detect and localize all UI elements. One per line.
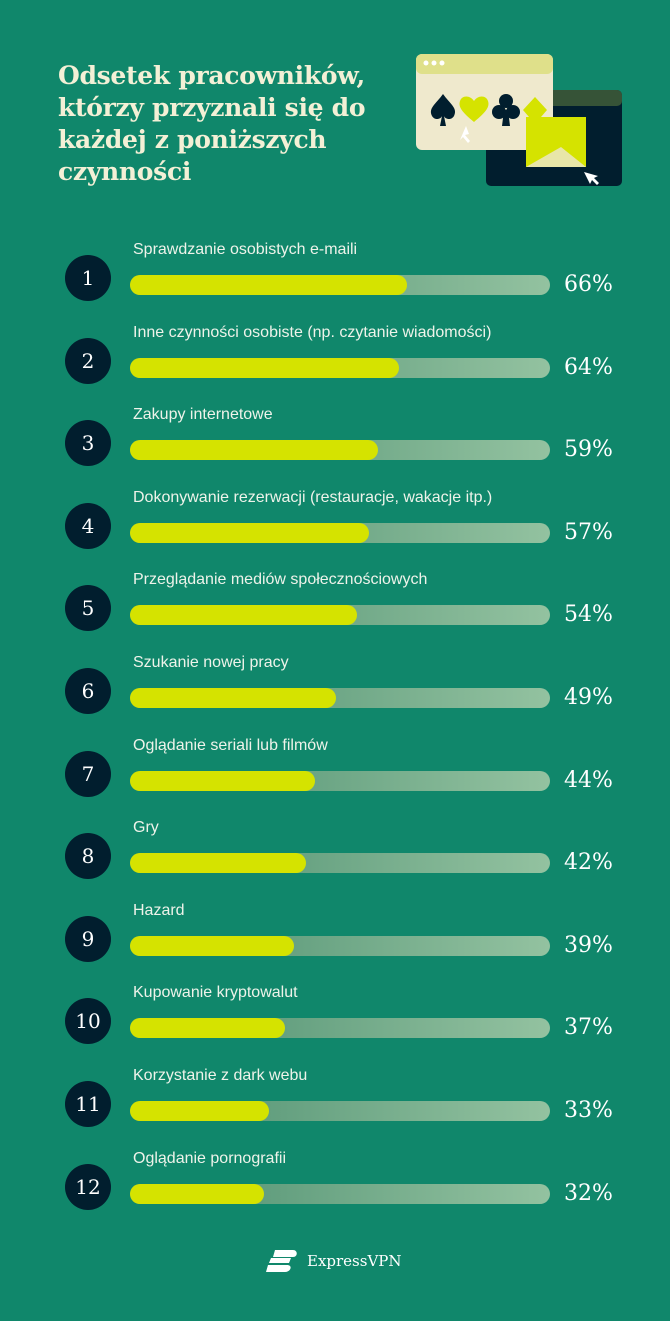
rank-badge: 5: [65, 585, 111, 632]
bar-label: Gry: [133, 819, 159, 837]
bar-fill: [130, 275, 408, 295]
bar-value-label: 57%: [564, 519, 613, 545]
page-title: Odsetek pracowników, którzy przyznali si…: [58, 61, 366, 186]
heart-icon: [459, 96, 489, 122]
bar-fill: [130, 1183, 265, 1204]
bar-value-label: 59%: [564, 437, 613, 463]
bar-track: [130, 770, 550, 791]
bar-track: [130, 522, 550, 543]
bar-track: [130, 688, 550, 708]
bar-track: [130, 935, 550, 956]
cursor-icon: [460, 126, 470, 143]
bar-value-label: 66%: [564, 272, 613, 297]
expressvpn-logo-icon: [266, 1250, 297, 1272]
rank-badge: 8: [65, 833, 111, 880]
rank-badge: 12: [65, 1163, 111, 1210]
bar-value-label: 54%: [564, 602, 613, 628]
bar-value-label: 37%: [564, 1015, 613, 1041]
bar-fill: [130, 357, 399, 378]
bar-label: Zakupy internetowe: [133, 406, 273, 424]
bar-fill: [130, 1018, 286, 1039]
bar-label: Dokonywanie rezerwacji (restauracje, wak…: [133, 488, 493, 506]
envelope-icon: [526, 117, 586, 167]
bar-row: 9 Hazard 39%: [0, 902, 670, 972]
bar-row: 1 Sprawdzanie osobistych e-maili 66%: [0, 241, 670, 311]
rank-badge: 2: [65, 337, 111, 384]
bar-label: Oglądanie seriali lub filmów: [133, 736, 328, 754]
rank-badge: 4: [65, 502, 111, 549]
bar-row: 2 Inne czynności osobiste (np. czytanie …: [0, 324, 670, 394]
bar-row: 7 Oglądanie seriali lub filmów 44%: [0, 737, 670, 807]
rank-badge: 11: [65, 1081, 111, 1127]
bar-label: Sprawdzanie osobistych e-maili: [133, 241, 358, 258]
bar-label: Korzystanie z dark webu: [133, 1067, 308, 1084]
bar-fill: [130, 440, 378, 461]
expressvpn-logo: ExpressVPN: [265, 1248, 402, 1274]
bar-row: 8 Gry 42%: [0, 819, 670, 889]
rank-badge: 3: [65, 420, 111, 467]
diamond-icon: [523, 97, 547, 124]
bar-track: [130, 605, 550, 626]
cursor-icon: [584, 172, 599, 185]
bar-label: Inne czynności osobiste (np. czytanie wi…: [133, 323, 492, 341]
spade-icon: [430, 94, 456, 126]
bar-track: [130, 853, 550, 874]
bar-row: 11 Korzystanie z dark webu 33%: [0, 1067, 670, 1137]
illustration: [416, 54, 622, 186]
bar-row: 12 Oglądanie pornografii 32%: [0, 1150, 670, 1220]
bar-fill: [130, 688, 336, 708]
bar-label: Hazard: [133, 901, 185, 919]
bar-fill: [130, 522, 370, 543]
bar-fill: [130, 1101, 269, 1121]
brand-name: ExpressVPN: [307, 1252, 402, 1270]
bar-value-label: 33%: [564, 1098, 613, 1123]
bar-value-label: 32%: [564, 1180, 613, 1206]
bar-label: Oglądanie pornografii: [133, 1149, 286, 1167]
bar-fill: [130, 853, 307, 874]
bar-track: [130, 440, 550, 461]
bar-value-label: 44%: [564, 767, 613, 793]
bar-row: 3 Zakupy internetowe 59%: [0, 406, 670, 476]
bar-row: 5 Przeglądanie mediów społecznościowych …: [0, 571, 670, 641]
bar-value-label: 64%: [564, 354, 613, 380]
bar-row: 10 Kupowanie kryptowalut 37%: [0, 984, 670, 1054]
bar-value-label: 42%: [564, 850, 613, 876]
bar-value-label: 49%: [564, 685, 613, 710]
rank-badge: 7: [65, 750, 111, 797]
bar-fill: [130, 770, 315, 791]
rank-badge: 9: [65, 915, 111, 962]
bar-value-label: 39%: [564, 932, 613, 958]
bar-label: Kupowanie kryptowalut: [133, 984, 298, 1002]
bar-track: [130, 1183, 550, 1204]
bar-track: [130, 1101, 550, 1121]
bar-track: [130, 357, 550, 378]
bar-track: [130, 1018, 550, 1039]
bar-track: [130, 275, 550, 295]
bar-fill: [130, 605, 357, 626]
rank-badge: 10: [65, 998, 111, 1045]
bar-label: Przeglądanie mediów społecznościowych: [133, 571, 428, 589]
club-icon: [492, 94, 520, 126]
bar-label: Szukanie nowej pracy: [133, 654, 289, 671]
rank-badge: 6: [65, 668, 111, 714]
bar-fill: [130, 935, 294, 956]
bar-row: 4 Dokonywanie rezerwacji (restauracje, w…: [0, 489, 670, 559]
rank-badge: 1: [65, 255, 111, 301]
bar-row: 6 Szukanie nowej pracy 49%: [0, 654, 670, 724]
